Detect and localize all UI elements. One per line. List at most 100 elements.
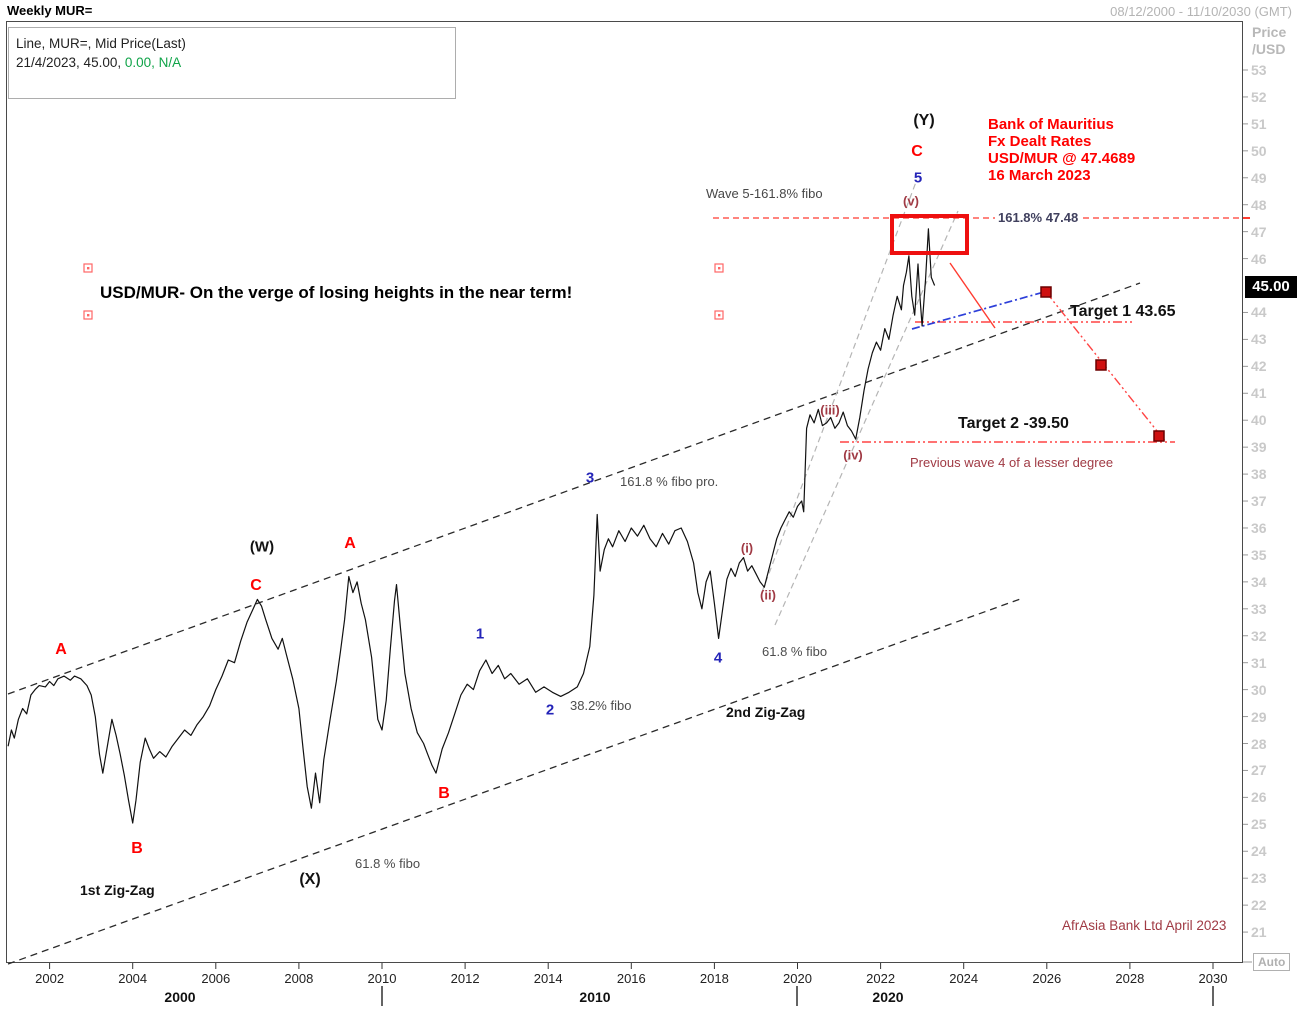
chart-title: Weekly MUR= (7, 3, 93, 18)
price-tick-label: 24 (1251, 843, 1267, 860)
price-tick-label: 49 (1251, 169, 1267, 186)
year-tick-label: 2012 (450, 971, 480, 986)
legend-date-price: 21/4/2023, 45.00, (16, 55, 125, 70)
fibo-382-label: 38.2% fibo (570, 698, 632, 713)
highlight-box (890, 214, 969, 255)
price-tick-label: 23 (1251, 870, 1267, 887)
annotation-handle-dot (87, 314, 90, 317)
price-tick-label: 21 (1251, 924, 1267, 941)
wave-label-v: (v) (903, 193, 919, 209)
year-tick-label: 2018 (699, 971, 729, 986)
annotation-handle (714, 263, 724, 273)
wave-label-5: 5 (913, 169, 923, 187)
wave5-fibo-note: Wave 5-161.8% fibo (706, 186, 823, 201)
price-axis-header: Price /USD (1252, 24, 1286, 58)
wave-label-C: C (911, 143, 923, 160)
target1-label: Target 1 43.65 (1070, 303, 1176, 320)
year-tick-label: 2022 (866, 971, 896, 986)
wave-label-ii: (ii) (760, 587, 776, 603)
legend-box[interactable] (8, 27, 456, 99)
trendline-lower (7, 597, 1024, 965)
price-tick-label: 52 (1251, 88, 1267, 105)
year-tick-label: 2020 (783, 971, 812, 986)
price-tick-label: 36 (1251, 519, 1267, 536)
wave-label-2: 2 (545, 701, 555, 719)
year-tick-label: 2002 (35, 971, 65, 986)
wave-label-1: 1 (475, 625, 485, 643)
annotation-handle (83, 263, 93, 273)
pullback-red-line (949, 262, 996, 329)
year-tick-label: 2030 (1198, 971, 1228, 986)
wave-label-Y: (Y) (913, 112, 935, 129)
price-tick-label: 41 (1251, 385, 1267, 402)
info-box-line2: Fx Dealt Rates (988, 133, 1092, 150)
info-box-line4: 16 March 2023 (988, 167, 1091, 184)
price-tick-label: 29 (1251, 708, 1267, 725)
wave-label-3: 3 (585, 469, 595, 487)
price-tick-label: 22 (1251, 897, 1267, 914)
price-tick-label: 35 (1251, 546, 1267, 563)
previous-wave-note: Previous wave 4 of a lesser degree (910, 455, 1114, 470)
price-tick-label: 34 (1251, 573, 1267, 590)
projection-marker (1040, 286, 1052, 298)
price-tick-label: 51 (1251, 115, 1267, 132)
price-tick-label: 37 (1251, 493, 1267, 510)
price-tick-label: 44 (1251, 304, 1267, 321)
year-tick-label: 2004 (118, 971, 148, 986)
wave-label-A: A (344, 535, 356, 552)
plot-area-border (6, 21, 1243, 963)
wave-label-i: (i) (740, 540, 754, 556)
annotation-handle-dot (87, 267, 90, 270)
wave-label-iii: (iii) (820, 402, 840, 418)
price-tick-label: 25 (1251, 816, 1267, 833)
annotation-handle-dot (718, 314, 721, 317)
price-tick-label: 39 (1251, 439, 1267, 456)
annotation-handle (714, 310, 724, 320)
price-tick-label: 30 (1251, 681, 1267, 698)
info-box-annotation: Bank of Mauritius Fx Dealt Rates USD/MUR… (988, 116, 1135, 184)
wave-label-B: B (438, 785, 450, 802)
wave-label-C: C (250, 577, 262, 594)
first-zigzag-label: 1st Zig-Zag (80, 882, 155, 898)
wave-label-A: A (55, 641, 67, 658)
legend-change-value: 0.00, N/A (124, 55, 182, 70)
fibo-618-label-left: 61.8 % fibo (355, 856, 421, 871)
fibo-618-label-right: 61.8 % fibo (762, 644, 828, 659)
price-tick-label: 31 (1251, 654, 1267, 671)
legend-values-line: 21/4/2023, 45.00, 0.00, N/A (16, 55, 181, 70)
wave-label-4: 4 (713, 649, 723, 667)
year-tick-label: 2016 (616, 971, 646, 986)
bounce-blue-line (911, 291, 1045, 330)
year-tick-label: 2028 (1115, 971, 1145, 986)
year-tick-label: 2014 (533, 971, 563, 986)
target2-label: Target 2 -39.50 (958, 415, 1069, 432)
price-tick-label: 46 (1251, 250, 1267, 267)
price-tick-label: 50 (1251, 142, 1267, 159)
price-tick-label: 33 (1251, 600, 1267, 617)
projection-marker (1153, 430, 1165, 442)
price-tick-label: 42 (1251, 358, 1267, 375)
auto-scale-button[interactable]: Auto (1253, 953, 1291, 971)
price-axis-header-line2: /USD (1252, 41, 1286, 57)
price-tick-label: 47 (1251, 223, 1267, 240)
projection-marker (1095, 359, 1107, 371)
date-range: 08/12/2000 - 11/10/2030 (GMT) (1110, 4, 1292, 19)
annotation-handle (83, 310, 93, 320)
price-tick-label: 32 (1251, 627, 1267, 644)
decade-label: 2010 (579, 989, 611, 1005)
wave-label-W: (W) (249, 538, 275, 556)
legend-series-line: Line, MUR=, Mid Price(Last) (16, 36, 186, 51)
trendline-upper (7, 282, 1141, 695)
price-tick-label: 26 (1251, 789, 1267, 806)
wave-label-B: B (131, 840, 143, 857)
wave-label-X: (X) (299, 871, 321, 888)
annotation-handle-dot (718, 267, 721, 270)
decade-label: 2020 (872, 989, 904, 1005)
wave-label-iv: (iv) (843, 447, 863, 463)
decade-label: 2000 (164, 989, 196, 1005)
price-tick-label: 48 (1251, 196, 1267, 213)
price-tick-label: 40 (1251, 412, 1267, 429)
second-zigzag-label: 2nd Zig-Zag (726, 704, 806, 720)
